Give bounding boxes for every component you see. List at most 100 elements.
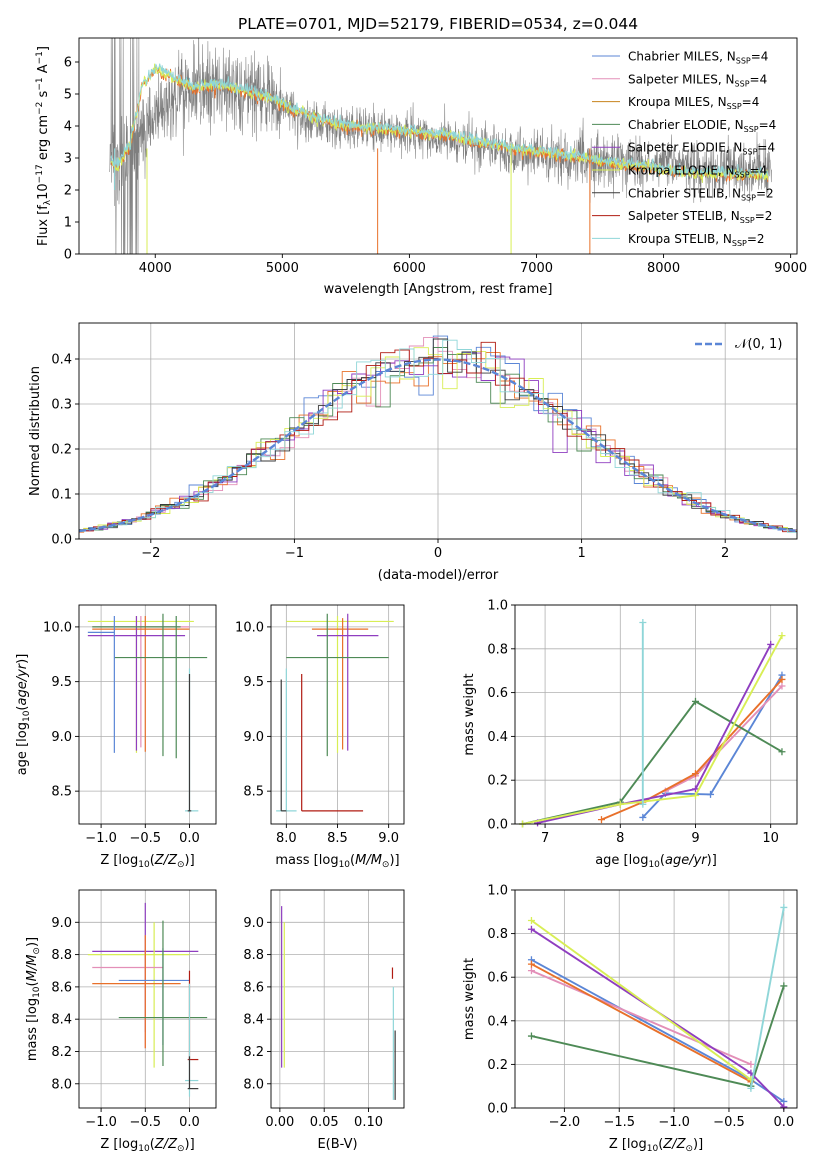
mass_vs_EBV-ytick-label: 8.4 (243, 1013, 264, 1028)
mass_vs_Z-xtick-label: −1.0 (85, 1115, 117, 1130)
spectrum-xtick-label: 6000 (393, 261, 426, 276)
weight-series-marker (691, 792, 699, 800)
mass_vs_EBV-ytick-label: 9.0 (243, 916, 264, 931)
mass_vs_EBV-ytick-label: 8.6 (243, 980, 264, 995)
age_vs_mass-ytick-label: 9.5 (243, 675, 264, 690)
mass_vs_Z-ytick-label: 8.4 (51, 1013, 72, 1028)
plot-axes (75, 37, 798, 1112)
weight-series-marker (767, 640, 775, 648)
weight_vs_age-ytick-label: 0.8 (487, 642, 508, 657)
mass_vs_EBV-ytick-label: 8.0 (243, 1077, 264, 1092)
mass_vs_EBV-ytick-label: 8.2 (243, 1045, 264, 1060)
mass_vs_Z-plot-area (79, 890, 216, 1108)
age_vs_mass-xtick-label: 8.5 (327, 831, 348, 846)
mass_vs_Z-frame (78, 889, 217, 1109)
mass_vs_Z-ytick-label: 8.0 (51, 1077, 72, 1092)
age-Z-ylabel: age [log10(age/yr)] (15, 654, 32, 776)
gaussian-legend-label: 𝒩(0, 1) (735, 337, 782, 352)
residual-histogram (79, 339, 797, 533)
weight-series-marker (527, 967, 535, 975)
weight-series-marker (597, 816, 605, 824)
mass_vs_Z-ytick-label: 8.6 (51, 980, 72, 995)
age_vs_mass-xtick-label: 8.0 (276, 831, 297, 846)
age_vs_mass-ytick-label: 8.5 (243, 785, 264, 800)
age_vs_Z-ytick-label: 8.5 (51, 785, 72, 800)
weight_vs_age-ylabel: mass weight (462, 673, 477, 755)
weight-series-marker (778, 748, 786, 756)
residuals-ytick-label: 0.3 (51, 398, 72, 413)
mass-Z-ylabel: mass [log10(M/M⊙)] (25, 937, 42, 1061)
spectrum-xtick-label: 5000 (266, 261, 299, 276)
legend-entry: Kroupa ELODIE, NSSP=4 (628, 164, 767, 180)
spectrum-xlabel: wavelength [Angstrom, rest frame] (324, 282, 553, 297)
weight-Z-xlabel: Z [log10(Z/Z⊙)] (609, 1137, 703, 1154)
legend-entry: Chabrier STELIB, NSSP=2 (628, 186, 774, 202)
legend-entry: Salpeter ELODIE, NSSP=4 (628, 141, 775, 157)
spectrum-xtick-label: 7000 (520, 261, 553, 276)
age_vs_Z-ytick-label: 9.5 (51, 675, 72, 690)
residuals-xtick-label: 0 (434, 546, 442, 561)
legend-entry: Chabrier ELODIE, NSSP=4 (628, 118, 776, 134)
weight-series-marker (616, 800, 624, 808)
age-mass-xlabel: mass [log10(M/M⊙)] (275, 853, 399, 870)
mass_vs_Z-ytick-label: 8.8 (51, 948, 72, 963)
weight-series-marker (527, 925, 535, 933)
age_vs_Z-ytick-label: 9.0 (51, 730, 72, 745)
weight_vs_Z-xtick-label: 0.0 (773, 1115, 794, 1130)
weight-series-marker (639, 800, 647, 808)
legend-entry: Chabrier MILES, NSSP=4 (628, 50, 768, 66)
weight_vs_age-ytick-label: 1.0 (487, 599, 508, 614)
weight_vs_Z-ytick-label: 0.0 (487, 1102, 508, 1117)
weight-series-marker (780, 982, 788, 990)
weight-series-line (537, 643, 772, 824)
mass_vs_Z-xtick-label: 0.0 (179, 1115, 200, 1130)
spectrum-ytick-label: 3 (64, 152, 72, 167)
weight-series-marker (747, 1084, 755, 1092)
weight-age-xlabel: age [log10(age/yr)] (595, 853, 717, 870)
weight-series-line (522, 635, 783, 825)
plot-backgrounds (79, 38, 797, 1109)
spectrum-ytick-label: 1 (64, 216, 72, 231)
age_vs_Z-xtick-label: 0.0 (179, 831, 200, 846)
mass_vs_EBV-ytick-label: 8.8 (243, 948, 264, 963)
weight-series-line (530, 919, 752, 1081)
residuals-ytick-label: 0.4 (51, 353, 72, 368)
weight-series-line (522, 700, 783, 825)
residuals-ylabel: Normed distribution (28, 366, 43, 496)
mass_vs_EBV-frame (270, 889, 405, 1109)
weight_vs_Z-xtick-label: −0.5 (713, 1115, 745, 1130)
age_vs_Z-ytick-label: 10.0 (43, 620, 72, 635)
spectrum-ytick-label: 6 (64, 56, 72, 71)
weight-series-line (531, 963, 752, 1083)
gaussian-curve (79, 358, 797, 533)
weight-series-marker (778, 682, 786, 690)
mass_vs_Z-xtick-label: −0.5 (130, 1115, 162, 1130)
mass-EBV-xlabel: E(B-V) (317, 1137, 357, 1152)
mass-Z-xlabel: Z [log10(Z/Z⊙)] (100, 1137, 194, 1154)
mass_vs_EBV-xtick-label: 0.10 (354, 1115, 383, 1130)
age_vs_mass-xtick-label: 9.0 (378, 831, 399, 846)
weight-series-marker (778, 675, 786, 683)
weight-series-line (642, 674, 783, 819)
weight-series-marker (639, 813, 647, 821)
weight_vs_Z-ytick-label: 0.2 (487, 1058, 508, 1073)
weight_vs_age-xtick-label: 9 (691, 831, 699, 846)
residuals-xtick-label: −1 (285, 546, 304, 561)
age_vs_Z-frame (78, 604, 217, 825)
weight-series-marker (691, 697, 699, 705)
spectrum-xtick-label: 4000 (139, 261, 172, 276)
spectrum-ytick-label: 4 (64, 120, 72, 135)
model-spectrum (110, 63, 769, 180)
weight_vs_Z-xtick-label: −1.5 (603, 1115, 635, 1130)
residual-histogram (79, 338, 797, 533)
legend-entry: Kroupa STELIB, NSSP=2 (628, 232, 765, 248)
weight_vs_age-xtick-label: 8 (616, 831, 624, 846)
weight_vs_age-xtick-label: 10 (762, 831, 779, 846)
spectrum-xtick-label: 8000 (647, 261, 680, 276)
residual-histograms (79, 335, 797, 534)
figure-title: PLATE=0701, MJD=52179, FIBERID=0534, z=0… (238, 15, 638, 33)
legend-entry: Kroupa MILES, NSSP=4 (628, 95, 759, 111)
weight_vs_Z-frame (514, 889, 798, 1109)
residuals-xlabel: (data-model)/error (378, 568, 499, 583)
